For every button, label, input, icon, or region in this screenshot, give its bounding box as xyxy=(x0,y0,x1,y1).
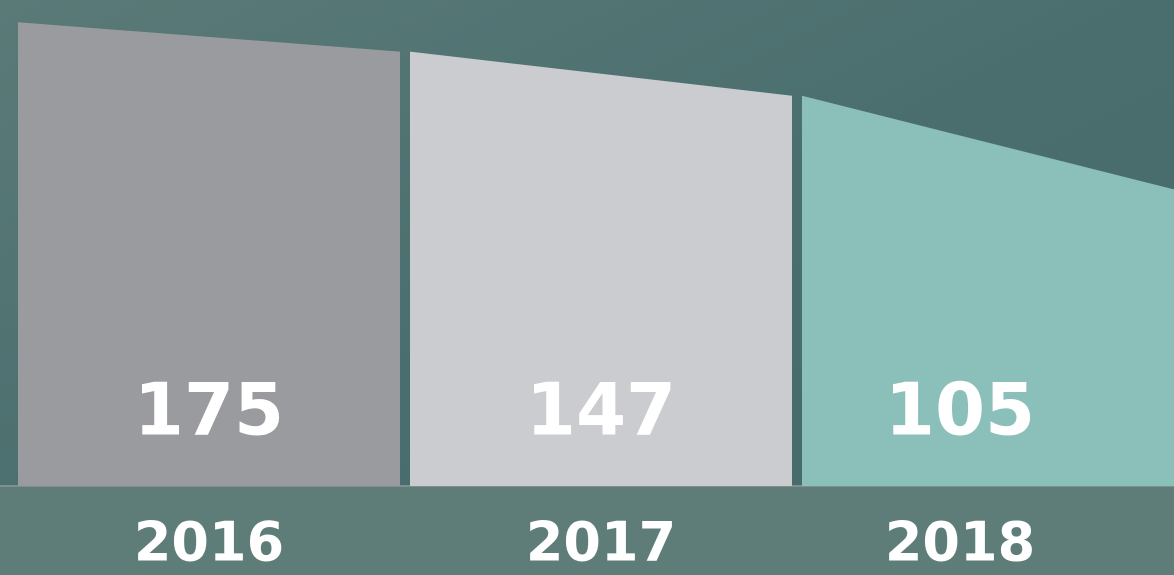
x-tick-label: 2018 xyxy=(885,511,1035,574)
bar xyxy=(18,22,400,486)
footer-band xyxy=(0,486,1174,575)
x-tick-label: 2016 xyxy=(134,511,284,574)
bar xyxy=(410,51,792,487)
value-label: 105 xyxy=(885,368,1035,452)
value-label: 175 xyxy=(134,368,284,452)
bar xyxy=(802,95,1174,486)
value-label: 147 xyxy=(526,368,676,452)
x-tick-label: 2017 xyxy=(526,511,676,574)
